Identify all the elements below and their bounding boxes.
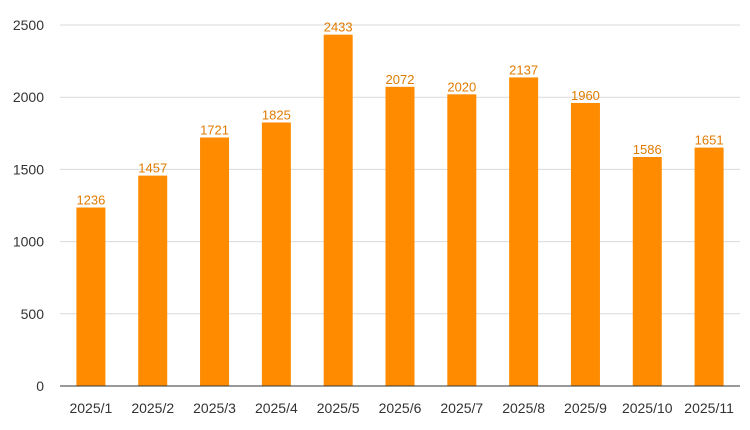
bar (509, 77, 539, 386)
y-tick-label: 2500 (13, 17, 44, 33)
x-tick-label: 2025/7 (440, 400, 483, 416)
y-tick-label: 500 (21, 306, 45, 322)
data-label: 2137 (509, 62, 538, 77)
x-axis-ticks: 2025/1 2025/2 2025/3 2025/4 2025/5 2025/6 2025… (69, 400, 734, 416)
x-tick-label: 2025/5 (317, 400, 360, 416)
bar (570, 102, 600, 386)
x-tick-label: 2025/11 (684, 400, 734, 416)
data-label: 1721 (200, 122, 229, 137)
y-tick-label: 1500 (13, 161, 44, 177)
x-tick-label: 2025/4 (255, 400, 298, 416)
data-label: 2433 (324, 20, 353, 35)
bar (385, 86, 415, 387)
data-label: 1825 (262, 107, 291, 122)
data-label: 1651 (695, 133, 724, 148)
data-label: 2020 (447, 79, 476, 94)
x-tick-label: 2025/3 (193, 400, 236, 416)
data-labels: 1236 1457 1721 1825 2433 2072 2020 2137 1960 1586… (76, 20, 723, 208)
bar (632, 156, 662, 386)
x-tick-label: 2025/10 (622, 400, 673, 416)
data-label: 1457 (138, 161, 167, 176)
bar (138, 175, 168, 386)
data-label: 1960 (571, 88, 600, 103)
data-label: 1586 (633, 142, 662, 157)
x-tick-label: 2025/9 (564, 400, 607, 416)
bar (200, 137, 230, 386)
data-label: 1236 (76, 193, 105, 208)
y-axis-ticks: 0 500 1000 1500 2000 2500 (13, 17, 44, 394)
bar (447, 94, 477, 386)
x-tick-label: 2025/1 (69, 400, 112, 416)
bar (76, 207, 106, 386)
bar (694, 147, 724, 386)
data-label: 2072 (386, 72, 415, 87)
y-tick-label: 2000 (13, 89, 44, 105)
x-tick-label: 2025/2 (131, 400, 174, 416)
y-tick-label: 1000 (13, 234, 44, 250)
bars (76, 34, 724, 387)
x-tick-label: 2025/8 (502, 400, 545, 416)
bar (323, 34, 353, 386)
bar (261, 122, 291, 386)
x-tick-label: 2025/6 (379, 400, 422, 416)
y-tick-label: 0 (36, 378, 44, 394)
